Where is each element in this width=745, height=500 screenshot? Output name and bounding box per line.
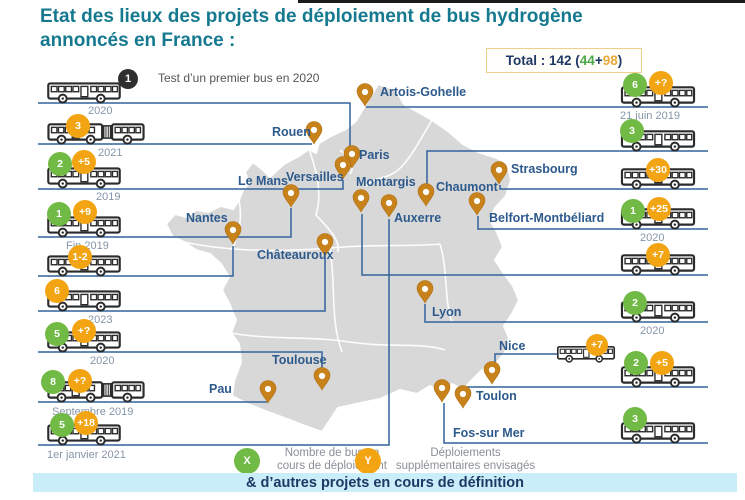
count-badge: 3 (66, 114, 90, 138)
deployment-year: 2021 (98, 147, 123, 159)
deployment-year: 1er janvier 2021 (47, 449, 126, 461)
count-badge: +9 (73, 200, 97, 224)
deployment-year: 2020 (640, 232, 665, 244)
count-badge: 6 (45, 279, 69, 303)
total-counter: Total : 142 (44 + 98) (486, 48, 642, 73)
deployment-year: 2023 (88, 314, 113, 326)
count-badge: 1 (621, 199, 645, 223)
total-yellow-count: 98 (602, 53, 618, 68)
count-badge: +18 (74, 411, 98, 435)
count-badge: +5 (72, 150, 96, 174)
city-label-auxerre: Auxerre (394, 211, 442, 225)
city-label-le-mans: Le Mans (238, 174, 289, 188)
city-label-nantes: Nantes (186, 211, 228, 225)
page-title: Etat des lieux des projets de déploiemen… (40, 5, 730, 54)
city-label-pau: Pau (209, 382, 232, 396)
count-badge: 5 (50, 413, 74, 437)
count-badge: +? (649, 71, 673, 95)
pin-toulon (454, 385, 472, 409)
page-title-line1: Etat des lieux des projets de déploiemen… (40, 6, 583, 27)
count-badge: +30 (646, 158, 670, 182)
deployment-year: 2020 (88, 105, 113, 117)
legend-green-text: Nombre de bus en cours de déploiement (262, 447, 402, 473)
count-badge: 5 (45, 322, 69, 346)
legend-green-line2: cours de déploiement (277, 460, 387, 473)
city-label-artois-gohelle: Artois-Gohelle (380, 85, 467, 99)
count-badge: +25 (647, 197, 671, 221)
city-label-rouen: Rouen (272, 125, 311, 139)
city-label-chaumont: Chaumont (436, 180, 498, 194)
count-badge: 3 (620, 119, 644, 143)
count-badge: 2 (624, 351, 648, 375)
articulated-bus-icon (47, 123, 145, 145)
bottom-banner: & d’autres projets en cours de définitio… (33, 473, 737, 492)
legend-yellow-line1: Déploiements (430, 447, 501, 459)
count-badge: +7 (646, 243, 670, 267)
city-label-versailles: Versailles (286, 170, 344, 184)
city-label-chateauroux: Châteauroux (257, 248, 334, 262)
count-badge: 2 (48, 152, 72, 176)
legend-yellow-line2: supplémentaires envisagés (395, 460, 536, 473)
city-label-nice: Nice (499, 339, 526, 353)
france-outline (164, 82, 521, 434)
connector-lines (38, 102, 708, 446)
page-title-line2: annoncés en France : (40, 30, 236, 52)
count-badge: 8 (41, 370, 65, 394)
city-label-lyon: Lyon (432, 305, 462, 319)
count-badge: +? (68, 369, 92, 393)
count-badge-nice: +7 (586, 334, 608, 356)
city-label-paris: Paris (359, 148, 390, 162)
deployment-year: Septembre 2019 (52, 406, 134, 418)
city-label-toulouse: Toulouse (272, 353, 327, 367)
first-bus-note: Test d’un premier bus en 2020 (158, 71, 320, 85)
pin-nice (483, 361, 501, 385)
deployment-year: 2020 (640, 325, 665, 337)
count-badge: 2 (623, 291, 647, 315)
city-label-belfort-montbeliard: Belfort-Montbéliard (489, 211, 605, 225)
bus-icon (47, 82, 121, 104)
legend-yellow-badge: Y (355, 448, 381, 474)
legend-green-line1: Nombre de bus en (284, 447, 380, 459)
count-badge: 3 (623, 407, 647, 431)
pin-fos-sur-mer (433, 379, 451, 403)
total-suffix: ) (617, 53, 623, 68)
deployment-year: 2019 (96, 191, 121, 203)
window-edge-artifact (298, 0, 745, 3)
city-label-montargis: Montargis (356, 175, 416, 189)
count-badge: +5 (650, 351, 674, 375)
legend-yellow-text: Déploiements supplémentaires envisagés (383, 447, 548, 473)
city-label-strasbourg: Strasbourg (511, 162, 578, 176)
city-label-toulon: Toulon (476, 389, 517, 403)
count-badge: 1 (118, 69, 138, 89)
total-plus: + (594, 53, 603, 68)
city-label-fos-sur-mer: Fos-sur Mer (453, 426, 525, 440)
count-badge: 1 (47, 202, 71, 226)
legend-green-badge: X (234, 448, 260, 474)
count-badge: 1-2 (68, 245, 92, 269)
total-green-count: 44 (579, 53, 595, 68)
count-badge: +? (72, 319, 96, 343)
count-badge: 6 (623, 73, 647, 97)
total-prefix: Total : 142 ( (505, 53, 580, 68)
deployment-year: 2020 (90, 355, 115, 367)
